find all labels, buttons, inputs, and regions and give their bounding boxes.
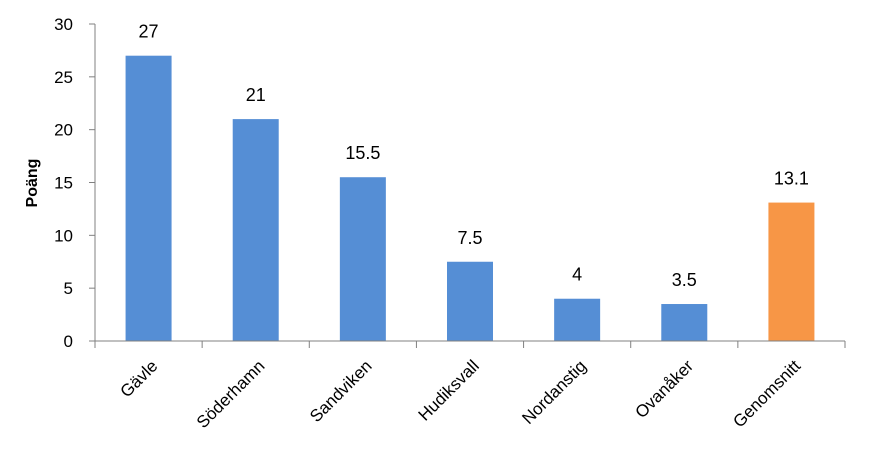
x-category-label: Hudiksvall xyxy=(415,356,483,424)
y-tick-label: 20 xyxy=(54,121,73,140)
x-category-label: Sandviken xyxy=(306,356,376,426)
data-label: 3.5 xyxy=(672,270,697,290)
x-category-label: Söderhamn xyxy=(193,356,269,432)
x-axis: Gävle Söderhamn Sandviken Hudiksvall Nordans… xyxy=(94,340,846,432)
bar-3 xyxy=(447,261,493,341)
bar-1 xyxy=(232,119,279,341)
y-axis-title: Poäng xyxy=(24,159,41,208)
bar-6 xyxy=(768,202,815,341)
data-labels: 27 21 15.5 7.5 4 3.5 13.1 xyxy=(139,22,809,290)
bar-2 xyxy=(339,177,386,341)
data-label: 13.1 xyxy=(774,169,809,189)
y-tick-label: 15 xyxy=(54,174,73,193)
bar-4 xyxy=(554,298,601,341)
bar-0 xyxy=(125,55,172,341)
y-tick-label: 25 xyxy=(54,68,73,87)
data-label: 27 xyxy=(139,22,159,42)
data-label: 15.5 xyxy=(345,143,380,163)
x-category-label: Genomsnitt xyxy=(729,356,804,431)
data-label: 21 xyxy=(246,85,266,105)
bar-5 xyxy=(661,304,708,341)
y-tick-label: 5 xyxy=(64,279,73,298)
y-tick-label: 10 xyxy=(54,226,73,245)
y-tick-label: 30 xyxy=(54,15,73,34)
y-axis-ticks: 0 5 10 15 20 25 30 xyxy=(54,15,95,351)
y-tick-label: 0 xyxy=(64,332,73,351)
x-category-label: Gävle xyxy=(117,356,162,401)
x-category-label: Ovanåker xyxy=(632,356,698,422)
bars xyxy=(125,55,815,341)
x-category-label: Nordanstig xyxy=(518,356,590,428)
data-label: 7.5 xyxy=(457,228,482,248)
data-label: 4 xyxy=(572,265,582,285)
